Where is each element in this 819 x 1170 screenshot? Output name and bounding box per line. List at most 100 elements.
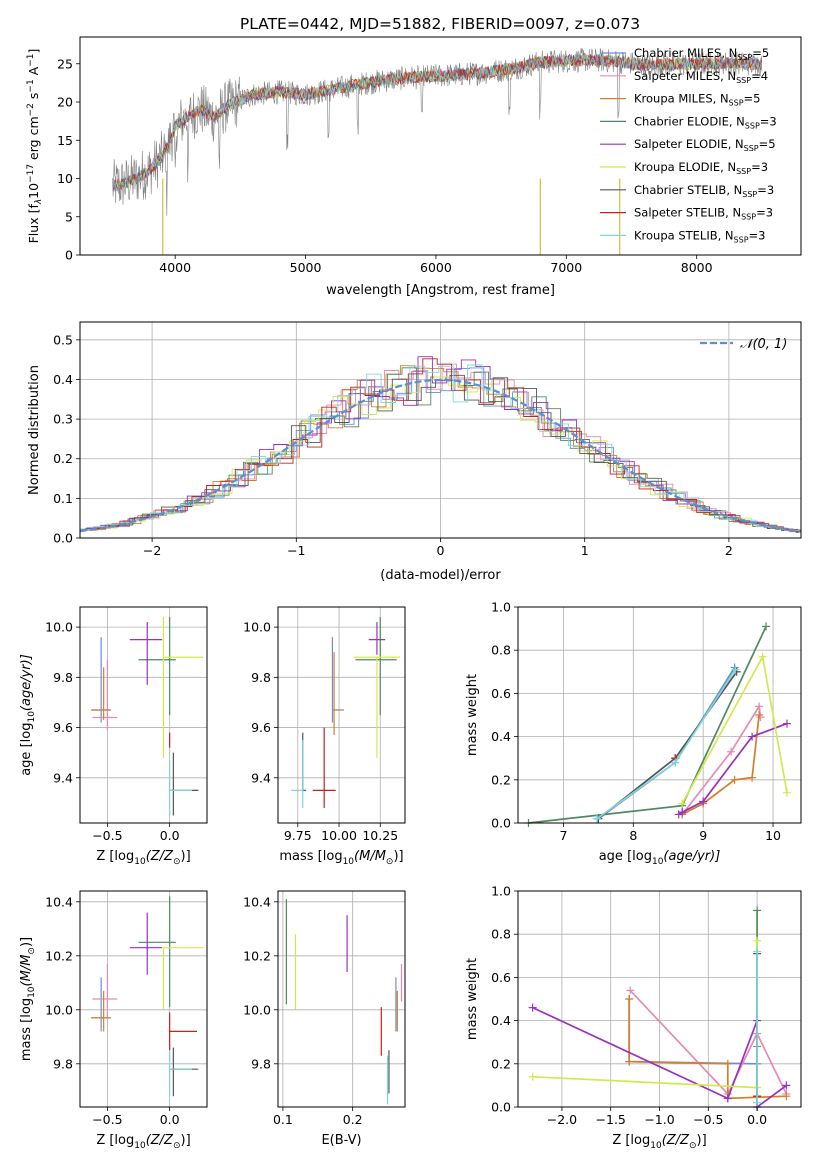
ticks-weight-vs-age: 7 8 9 10 0.0 0.2 0.4 0.6 0.8 1.0 xyxy=(491,600,802,843)
x-tick-label: 1 xyxy=(581,543,589,558)
x-tick-label: −1.0 xyxy=(644,1112,674,1127)
labels-age-vs-mass: mass [log10(M/M⊙)] xyxy=(279,849,403,867)
weight-point-marker xyxy=(626,986,635,995)
y-tick-label: 15 xyxy=(57,133,73,148)
error-bar-point xyxy=(129,622,163,685)
residual-histogram xyxy=(83,365,801,533)
legend-entry-label: Salpeter MILES, NSSP=4 xyxy=(634,69,768,85)
x-axis-label: mass [log10(M/M⊙)] xyxy=(279,849,403,867)
weight-point-marker xyxy=(753,936,762,945)
x-axis-label: age [log10(age/yr)] xyxy=(599,849,721,867)
y-tick-label: 10.0 xyxy=(45,1002,73,1017)
error-bar-point xyxy=(169,752,199,816)
x-tick-label: 8000 xyxy=(681,260,713,275)
error-bar-point xyxy=(91,977,112,1032)
gaussian-curve xyxy=(79,378,802,533)
y-axis-label: Flux [fλ10−17 erg cm−2 s−1 A−1] xyxy=(26,49,44,244)
y-tick-label: 0.2 xyxy=(491,772,511,787)
y-tick-label: 0.6 xyxy=(491,970,511,985)
y-tick-label: 9.4 xyxy=(53,770,73,785)
labels-weight-vs-Z: Z [log10(Z/Z⊙)] mass weight xyxy=(465,958,707,1151)
x-axis-label: wavelength [Angstrom, rest frame] xyxy=(326,283,555,298)
axes-mass-vs-EBV xyxy=(278,891,405,1107)
error-bar-point xyxy=(355,617,397,715)
x-tick-label: 0.1 xyxy=(273,1112,293,1127)
x-tick-label: 9 xyxy=(699,828,707,843)
residual-histogram xyxy=(92,364,801,533)
x-axis-label: (data-model)/error xyxy=(380,568,501,583)
plot-frame xyxy=(79,606,208,824)
weight-point-marker xyxy=(625,995,634,1003)
y-tick-label: 10 xyxy=(57,171,73,186)
residual-histogram xyxy=(87,376,801,531)
legend-entry-label: Chabrier MILES, NSSP=5 xyxy=(634,46,769,62)
weight-point-marker xyxy=(783,719,792,728)
error-bar-point xyxy=(169,1012,198,1051)
y-tick-label: 9.4 xyxy=(251,770,271,785)
y-tick-label: 10.4 xyxy=(243,894,271,909)
y-tick-label: 10.4 xyxy=(45,894,73,909)
y-tick-label: 0.6 xyxy=(491,686,511,701)
plot-frame xyxy=(517,606,802,824)
weight-point-marker xyxy=(758,652,767,661)
y-tick-label: 0.2 xyxy=(491,1056,511,1071)
x-tick-label: −1 xyxy=(287,543,305,558)
y-tick-label: 10.0 xyxy=(243,1002,271,1017)
weight-point-marker xyxy=(782,1081,791,1090)
x-tick-label: 7 xyxy=(559,828,567,843)
weight-point-marker xyxy=(748,773,757,782)
axes-mass-vs-Z xyxy=(80,891,207,1107)
ticks-spectrum: 4000 5000 6000 7000 8000 0 5 10 15 20 25 xyxy=(57,36,802,275)
x-axis-label: Z [log10(Z/Z⊙)] xyxy=(612,1133,706,1151)
x-tick-label: 7000 xyxy=(550,260,582,275)
legend-entry-label: Chabrier ELODIE, NSSP=3 xyxy=(634,114,777,130)
y-tick-label: 9.8 xyxy=(53,1056,73,1071)
x-tick-label: 0.0 xyxy=(160,1112,180,1127)
x-tick-label: −2 xyxy=(143,543,161,558)
error-bar-point xyxy=(162,947,204,1010)
weight-point-marker xyxy=(748,732,757,741)
weight-point-marker xyxy=(731,665,740,674)
y-axis-label: mass [log10(M/M⊙)] xyxy=(19,937,37,1061)
error-bar-point xyxy=(138,896,176,1008)
x-tick-label: 4000 xyxy=(159,260,191,275)
weight-point-marker xyxy=(671,758,680,767)
weight-series-line xyxy=(597,671,738,820)
y-tick-label: 0.0 xyxy=(491,816,511,831)
y-tick-label: 10.2 xyxy=(45,948,73,963)
weight-point-marker xyxy=(674,810,683,819)
labels-mass-vs-Z: Z [log10(Z/Z⊙)] mass [log10(M/M⊙)] xyxy=(19,937,191,1151)
y-axis-label: mass weight xyxy=(465,958,480,1040)
residual-histogram xyxy=(89,374,801,533)
y-tick-label: 10.0 xyxy=(243,620,271,635)
error-bar-point xyxy=(333,652,341,736)
error-bar-point xyxy=(169,1047,199,1097)
y-tick-label: 0.4 xyxy=(53,372,73,387)
weight-series-line xyxy=(678,722,788,816)
x-tick-label: 5000 xyxy=(290,260,322,275)
y-tick-label: 10.2 xyxy=(243,948,271,963)
error-bar-point xyxy=(138,617,176,715)
error-bar-point xyxy=(169,760,193,816)
plot-frame xyxy=(277,606,406,824)
y-tick-label: 9.6 xyxy=(251,720,271,735)
axes-weight-vs-age xyxy=(518,606,801,827)
x-tick-label: −2.0 xyxy=(547,1112,577,1127)
y-axis-label: mass weight xyxy=(465,674,480,756)
x-tick-label: 10.25 xyxy=(362,828,398,843)
error-bar-point xyxy=(162,617,204,758)
error-bar-point xyxy=(353,656,401,758)
y-axis-label: age [log10(age/yr)] xyxy=(19,654,37,776)
residual-histogram xyxy=(80,367,801,532)
y-tick-label: 5 xyxy=(65,209,73,224)
y-tick-label: 9.8 xyxy=(251,1056,271,1071)
legend-entry-label: Salpeter STELIB, NSSP=3 xyxy=(634,206,773,222)
legend-entry-label: Kroupa STELIB, NSSP=3 xyxy=(634,228,765,244)
weight-point-marker xyxy=(730,775,739,784)
y-tick-label: 0.5 xyxy=(53,332,73,347)
x-tick-label: 0.2 xyxy=(343,1112,363,1127)
axes-age-vs-mass xyxy=(278,607,405,823)
error-bar-point xyxy=(291,740,304,808)
y-axis-label: Normed distribution xyxy=(27,365,42,495)
weight-point-marker xyxy=(678,799,687,808)
